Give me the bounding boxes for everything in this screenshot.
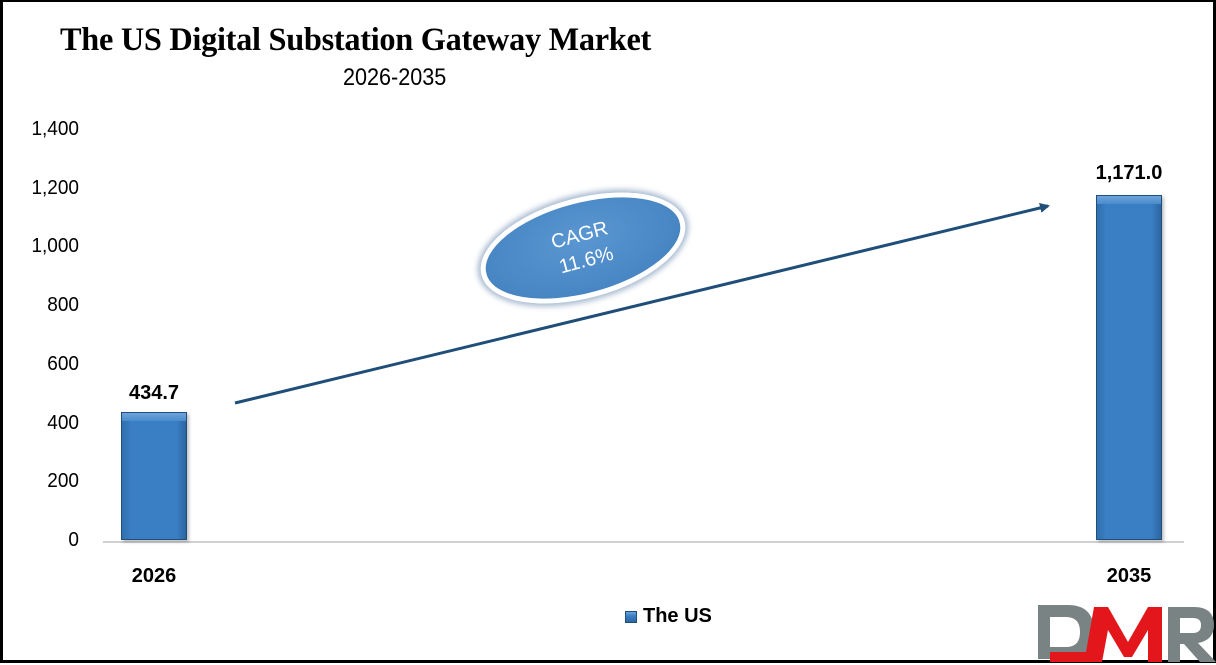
y-tick: 1,200 [31,177,79,199]
bar-2026 [121,412,187,540]
bar-2035 [1096,195,1162,540]
bar-value-label: 1,171.0 [1095,162,1163,184]
y-tick: 200 [47,470,79,492]
legend-label: The US [643,605,712,627]
bar-value-label: 434.7 [128,382,180,404]
y-tick: 1,000 [31,235,79,257]
legend-swatch-icon [625,610,637,623]
dmr-logo-icon [1038,605,1216,662]
growth-arrow [234,203,1050,405]
y-tick: 800 [47,294,79,316]
y-tick: 600 [47,353,79,375]
legend: The US [625,605,712,628]
x-category-label: 2035 [1106,565,1152,587]
y-tick: 400 [47,412,79,434]
x-category-label: 2026 [131,565,177,587]
x-axis-line [103,541,1184,543]
y-tick: 0 [68,529,79,551]
chart-subtitle: 2026-2035 [343,64,447,91]
chart-title: The US Digital Substation Gateway Market [60,22,652,58]
y-tick: 1,400 [31,118,79,140]
